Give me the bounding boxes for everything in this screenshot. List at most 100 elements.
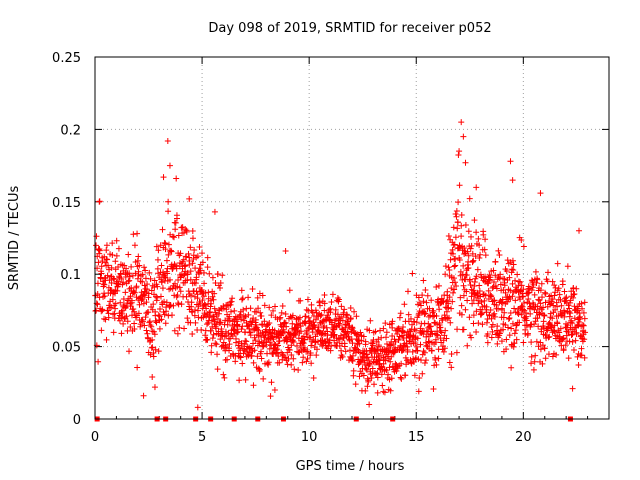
- data-point: [98, 327, 105, 334]
- data-point: [458, 311, 465, 318]
- data-point: [551, 292, 558, 299]
- data-point: [245, 294, 252, 301]
- data-point: [475, 235, 482, 242]
- data-point: [434, 332, 441, 339]
- data-point: [400, 323, 407, 330]
- data-point: [146, 319, 153, 326]
- data-point: [108, 304, 115, 311]
- data-point: [189, 235, 196, 242]
- data-point: [331, 331, 338, 338]
- data-point: [204, 254, 211, 261]
- data-point: [375, 356, 382, 363]
- data-point: [508, 364, 515, 371]
- data-point: [253, 308, 260, 315]
- data-point: [470, 287, 477, 294]
- data-point: [369, 365, 376, 372]
- data-point: [422, 286, 429, 293]
- data-point: [534, 276, 541, 283]
- data-point: [134, 230, 141, 237]
- data-point: [177, 250, 184, 257]
- data-point: [441, 345, 448, 352]
- data-point: [136, 301, 143, 308]
- data-point: [395, 325, 402, 332]
- data-point: [515, 311, 522, 318]
- data-point: [347, 315, 354, 322]
- data-point: [227, 301, 234, 308]
- data-point: [488, 293, 495, 300]
- data-point: [465, 265, 472, 272]
- data-point: [284, 349, 291, 356]
- data-point: [452, 262, 459, 269]
- data-point: [564, 322, 571, 329]
- data-point: [133, 283, 140, 290]
- data-point: [173, 175, 180, 182]
- data-point: [175, 232, 182, 239]
- data-point: [562, 342, 569, 349]
- x-tick-label: 10: [301, 430, 318, 445]
- x-tick-label: 0: [91, 430, 99, 445]
- data-point: [556, 329, 563, 336]
- data-point: [549, 278, 556, 285]
- data-point: [365, 378, 372, 385]
- data-point: [493, 285, 500, 292]
- data-point: [236, 377, 243, 384]
- data-point: [264, 350, 271, 357]
- data-point: [194, 253, 201, 260]
- data-point: [417, 341, 424, 348]
- data-point: [234, 321, 241, 328]
- data-point: [237, 354, 244, 361]
- data-point: [545, 334, 552, 341]
- data-point: [566, 299, 573, 306]
- data-point: [560, 346, 567, 353]
- data-point: [160, 269, 167, 276]
- data-point: [204, 336, 211, 343]
- data-point: [113, 237, 120, 244]
- data-point: [172, 262, 179, 269]
- data-point: [524, 330, 531, 337]
- data-point: [200, 269, 207, 276]
- data-point: [207, 309, 214, 316]
- data-point: [492, 272, 499, 279]
- data-point: [163, 257, 170, 264]
- data-point: [419, 292, 426, 299]
- data-point: [388, 375, 395, 382]
- data-point: [558, 302, 565, 309]
- data-point: [404, 288, 411, 295]
- data-point: [256, 366, 263, 373]
- data-point: [171, 327, 178, 334]
- data-point: [289, 320, 296, 327]
- data-point: [532, 268, 539, 275]
- data-point: [297, 323, 304, 330]
- data-point: [148, 287, 155, 294]
- data-point: [397, 310, 404, 317]
- data-point: [565, 329, 572, 336]
- data-point: [408, 359, 415, 366]
- data-point: [464, 297, 471, 304]
- data-point: [284, 361, 291, 368]
- data-point: [467, 245, 474, 252]
- data-point: [217, 336, 224, 343]
- data-point: [258, 348, 265, 355]
- data-point: [111, 276, 118, 283]
- data-point: [501, 282, 508, 289]
- data-point: [157, 306, 164, 313]
- data-point: [165, 208, 172, 215]
- data-point: [415, 388, 422, 395]
- data-point: [178, 301, 185, 308]
- data-point: [547, 310, 554, 317]
- data-point: [580, 309, 587, 316]
- data-point: [231, 307, 238, 314]
- data-point: [121, 262, 128, 269]
- data-point: [334, 295, 341, 302]
- data-point: [419, 370, 426, 377]
- data-point: [172, 226, 179, 233]
- data-point: [320, 318, 327, 325]
- data-point: [135, 253, 142, 260]
- data-point: [181, 263, 188, 270]
- data-point: [550, 302, 557, 309]
- data-point: [484, 339, 491, 346]
- data-point: [360, 333, 367, 340]
- data-point: [443, 335, 450, 342]
- data-point: [440, 348, 447, 355]
- data-point: [399, 347, 406, 354]
